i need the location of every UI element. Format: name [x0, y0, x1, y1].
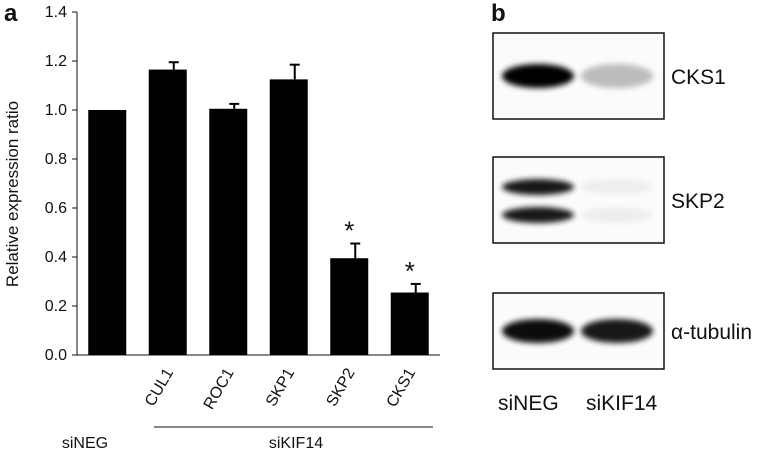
- y-tick-label: 1.0: [45, 102, 67, 119]
- bar-SKP1: [269, 79, 308, 355]
- blot-band: [581, 64, 653, 88]
- y-tick-label: 0.4: [45, 249, 67, 266]
- category-label: CUL1: [142, 365, 177, 409]
- significance-marker: *: [344, 216, 354, 246]
- lane-label-siNEG: siNEG: [498, 392, 559, 415]
- y-tick-label: 0.2: [45, 298, 67, 315]
- y-tick-label: 0.0: [45, 347, 67, 364]
- blot-band: [502, 207, 574, 223]
- y-axis-title: Relative expression ratio: [3, 101, 22, 287]
- bar-CKS1: [390, 292, 429, 355]
- bar-ROC1: [209, 108, 248, 356]
- category-label: SKP1: [263, 365, 298, 409]
- blot-band: [502, 179, 574, 195]
- blot-band: [581, 207, 653, 223]
- category-label: ROC1: [201, 365, 238, 412]
- category-label: CKS1: [384, 365, 420, 410]
- blot-band: [502, 64, 574, 88]
- lane-label-siKIF14: siKIF14: [586, 392, 658, 415]
- blot-label-0: CKS1: [671, 66, 726, 89]
- blot-band: [581, 179, 653, 195]
- y-tick-label: 1.2: [45, 53, 67, 70]
- panel-a-letter: a: [4, 0, 18, 27]
- group-label-siNEG: siNEG: [62, 435, 108, 452]
- blot-label-2: α-tubulin: [671, 321, 752, 344]
- group-label-siKIF14: siKIF14: [269, 435, 323, 452]
- western-blots: CKS1 SKP2 α-tubulin: [492, 32, 752, 370]
- y-tick-label: 1.4: [45, 4, 67, 21]
- y-tick-label: 0.6: [45, 200, 67, 217]
- bar-CUL1: [148, 69, 187, 355]
- significance-marker: *: [405, 256, 415, 286]
- blot-label-1: SKP2: [671, 190, 725, 213]
- blot-band: [502, 319, 574, 343]
- blot-band: [581, 319, 653, 343]
- category-label: SKP2: [324, 365, 359, 409]
- panel-b-letter: b: [491, 0, 506, 27]
- bar-chart: 0.0 0.2 0.4 0.6 0.8 1.0 1.2 1.4 CUL1 ROC1 SKP1 * SKP…: [45, 4, 440, 412]
- blot-box-1: [492, 156, 665, 244]
- y-tick-label: 0.8: [45, 151, 67, 168]
- bar-SKP2: [330, 258, 369, 355]
- bar-control: [88, 110, 127, 355]
